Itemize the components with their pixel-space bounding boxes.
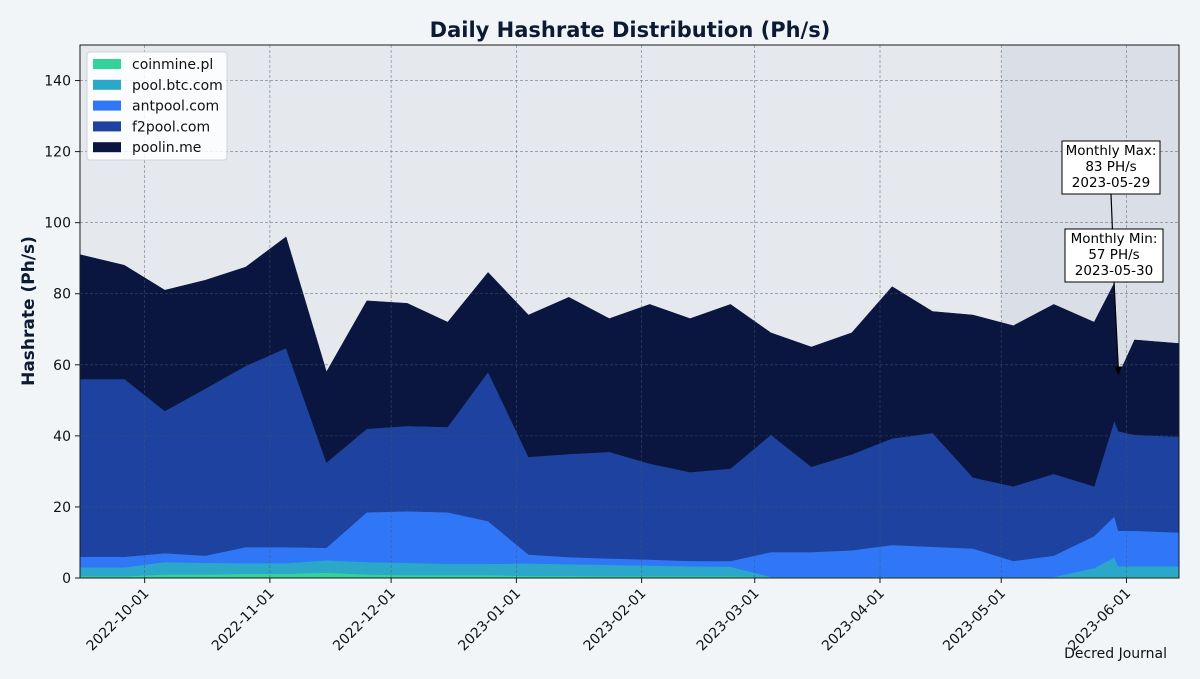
legend-swatch-3: [93, 121, 121, 132]
area-series-4: [80, 236, 1179, 487]
annotation-box-1: [1064, 228, 1164, 283]
annotation-arrow-1: [1113, 281, 1119, 370]
legend-swatch-1: [93, 79, 121, 90]
annotation-text-0-1: 83 PH/s: [1085, 159, 1136, 175]
plot-frame: [79, 44, 1180, 579]
x-tick-label-2: 2022-12-01: [330, 586, 399, 655]
x-tick-label-4: 2023-02-01: [581, 586, 650, 655]
annotation-arrowhead-1: [1114, 366, 1123, 376]
y-tick-label-1: 20: [53, 500, 71, 516]
chart-title: Daily Hashrate Distribution (Ph/s): [430, 18, 831, 42]
x-tick-label-6: 2023-04-01: [819, 586, 888, 655]
legend-swatch-0: [93, 59, 121, 69]
y-tick-label-7: 140: [44, 74, 71, 90]
annotation-text-1-2: 2023-05-30: [1075, 263, 1153, 279]
annotation-text-0-0: Monthly Max:: [1066, 143, 1157, 159]
y-axis: 0 20 40 60 80 100 120 140: [44, 74, 80, 587]
y-tick-label-2: 40: [53, 429, 71, 445]
x-tick-label-8: 2023-06-01: [1065, 586, 1134, 655]
annotation-text-0-2: 2023-05-29: [1072, 175, 1150, 191]
legend-box: [86, 51, 228, 161]
x-tick-label-7: 2023-05-01: [940, 586, 1009, 655]
legend: coinmine.pl pool.btc.com antpool.com f2pool…: [86, 51, 228, 161]
area-layer: [80, 236, 1179, 578]
annotation-box-0: [1061, 140, 1161, 195]
x-tick-label-0: 2022-10-01: [84, 586, 153, 655]
legend-label-2: antpool.com: [132, 99, 219, 115]
y-tick-label-3: 60: [53, 358, 71, 374]
x-tick-label-5: 2023-03-01: [694, 586, 763, 655]
legend-label-0: coinmine.pl: [132, 57, 213, 73]
x-axis: 2022-10-01 2022-11-01 2022-12-01 2023-01-01…: [84, 578, 1134, 655]
legend-swatch-2: [93, 100, 121, 111]
annotation-text-1-0: Monthly Min:: [1071, 231, 1158, 247]
x-tick-label-3: 2023-01-01: [455, 586, 524, 655]
x-tick-label-1: 2022-11-01: [209, 586, 278, 655]
legend-label-3: f2pool.com: [132, 119, 210, 135]
legend-label-4: poolin.me: [132, 140, 201, 156]
y-tick-label-4: 80: [53, 287, 71, 303]
annotation-text-1-1: 57 PH/s: [1088, 247, 1139, 263]
credit-text: Decred Journal: [1064, 646, 1167, 662]
y-tick-label-0: 0: [62, 571, 71, 587]
legend-swatch-4: [93, 142, 121, 153]
y-tick-label-5: 100: [44, 216, 71, 232]
legend-label-1: pool.btc.com: [132, 78, 223, 94]
y-tick-label-6: 120: [44, 145, 71, 161]
y-axis-label: Hashrate (Ph/s): [19, 236, 39, 386]
